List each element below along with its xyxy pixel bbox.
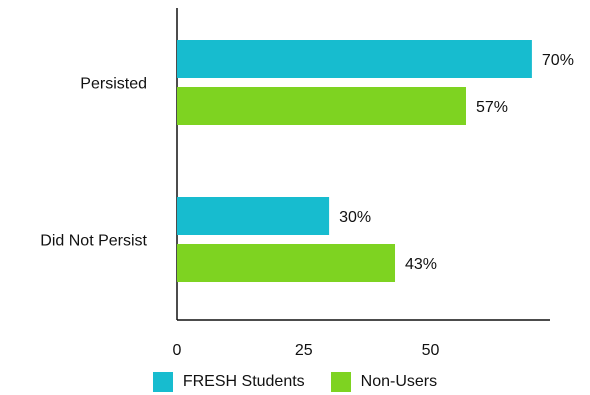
data-label-fresh-students-1: 30% (339, 209, 371, 226)
legend-item-fresh-students: FRESH Students (152, 372, 305, 392)
x-tick-label-0: 0 (173, 342, 182, 359)
legend-item-non-users: Non-Users (330, 372, 438, 392)
legend-swatch-non-users (330, 372, 351, 392)
bar-fresh-students-0 (177, 40, 532, 78)
data-label-non-users-1: 43% (405, 256, 437, 273)
x-tick-label-1: 25 (295, 342, 313, 359)
bar-chart: 70% 30% 57% 43% Persisted Did Not Persist 0 25 5… (40, 8, 574, 359)
legend-swatch-fresh-students (152, 372, 173, 392)
bar-non-users-1 (177, 244, 396, 282)
x-tick-label-2: 50 (422, 342, 440, 359)
category-label-0: Persisted (80, 76, 147, 93)
legend-label-non-users: Non-Users (360, 373, 438, 390)
data-label-non-users-0: 57% (476, 99, 508, 116)
data-label-fresh-students-0: 70% (542, 52, 574, 69)
bar-non-users-0 (177, 87, 466, 125)
legend: FRESH Students Non-Users (0, 370, 590, 394)
bar-fresh-students-1 (177, 197, 330, 235)
legend-label-fresh-students: FRESH Students (182, 373, 305, 390)
category-label-1: Did Not Persist (40, 233, 147, 250)
